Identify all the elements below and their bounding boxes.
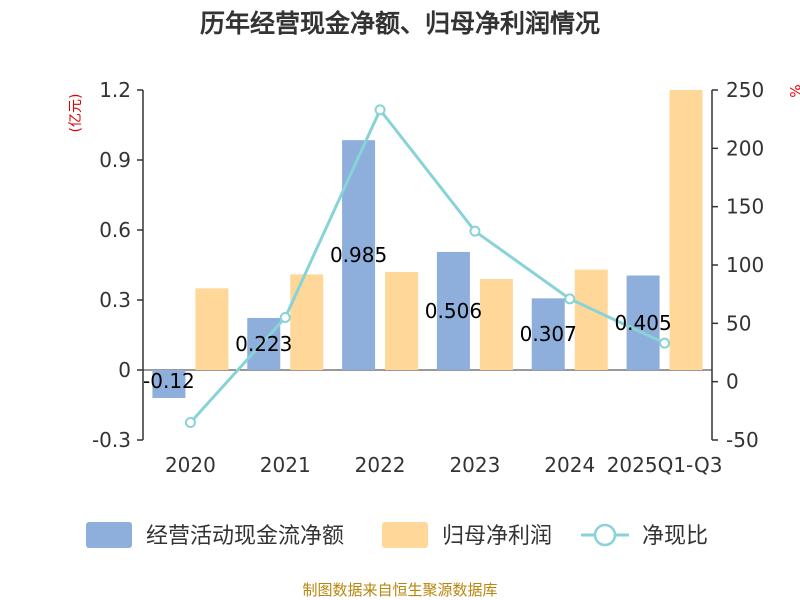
bars	[152, 90, 703, 398]
data-label-cashflow: 0.405	[614, 311, 671, 335]
legend-label-net-profit: 归母净利润	[442, 524, 552, 549]
bar-net-profit	[290, 274, 324, 370]
chart-title: 历年经营现金净额、归母净利润情况	[200, 9, 600, 38]
data-label-cashflow: 0.307	[520, 322, 577, 346]
bar-net-profit	[385, 272, 419, 370]
ratio-point	[564, 293, 576, 305]
left-tick-label: 0	[118, 358, 131, 382]
left-tick-label: 0.9	[99, 148, 131, 172]
right-tick-label: 0	[726, 370, 739, 394]
category-label: 2022	[355, 453, 406, 477]
data-label-cashflow: 0.506	[425, 299, 482, 323]
ratio-line	[184, 104, 671, 428]
ratio-point	[374, 104, 386, 116]
axes	[142, 90, 713, 440]
right-axis-ticks: -50 0 50 100 150 200 250	[712, 78, 764, 452]
right-tick-label: 250	[726, 78, 764, 102]
legend-label-cashflow: 经营活动现金流净额	[146, 524, 344, 549]
data-label-cashflow: 0.223	[235, 332, 292, 356]
left-tick-label: 0.3	[99, 288, 131, 312]
bar-net-profit	[669, 90, 703, 370]
ratio-point	[279, 312, 291, 323]
legend-swatch-net-profit	[382, 522, 428, 548]
bar-net-profit	[574, 269, 608, 370]
category-label: 2024	[544, 453, 595, 477]
left-axis-unit: (亿元)	[68, 94, 84, 133]
right-axis-unit: %	[786, 84, 800, 97]
legend-marker-ratio	[593, 523, 617, 547]
bar-net-profit	[195, 288, 229, 370]
category-label: 2020	[165, 453, 216, 477]
right-tick-label: -50	[726, 428, 759, 452]
right-tick-label: 50	[726, 311, 751, 335]
category-label: 2023	[449, 453, 500, 477]
bar-cashflow	[436, 251, 470, 370]
category-label: 2021	[260, 453, 311, 477]
source-note: 制图数据来自恒生聚源数据库	[302, 581, 497, 599]
ratio-point	[469, 225, 481, 237]
bar-cashflow	[626, 275, 660, 370]
ratio-point	[659, 337, 671, 349]
data-label-cashflow: 0.985	[330, 243, 387, 267]
bar-cashflow	[531, 298, 565, 370]
right-tick-label: 150	[726, 195, 764, 219]
left-tick-label: 0.6	[99, 218, 131, 242]
data-label-cashflow: -0.12	[143, 369, 195, 393]
bar-net-profit	[479, 279, 513, 370]
left-axis-ticks: -0.3 0 0.3 0.6 0.9 1.2	[92, 78, 143, 452]
left-tick-label: -0.3	[92, 428, 131, 452]
right-tick-label: 100	[726, 253, 764, 277]
legend: 经营活动现金流净额 归母净利润 净现比	[86, 522, 708, 549]
bar-cashflow	[152, 370, 186, 398]
right-tick-label: 200	[726, 136, 764, 160]
legend-swatch-cashflow	[86, 522, 132, 548]
left-tick-label: 1.2	[99, 78, 131, 102]
bar-cashflow	[247, 317, 281, 370]
category-label: 2025Q1-Q3	[607, 453, 723, 477]
ratio-point	[184, 417, 196, 428]
ratio-line-path	[189, 106, 666, 424]
category-labels: 2020 2021 2022 2023 2024 2025Q1-Q3	[165, 453, 723, 477]
data-labels: -0.12 0.223 0.985 0.506 0.307 0.405	[143, 243, 672, 393]
legend-label-ratio: 净现比	[642, 524, 708, 549]
